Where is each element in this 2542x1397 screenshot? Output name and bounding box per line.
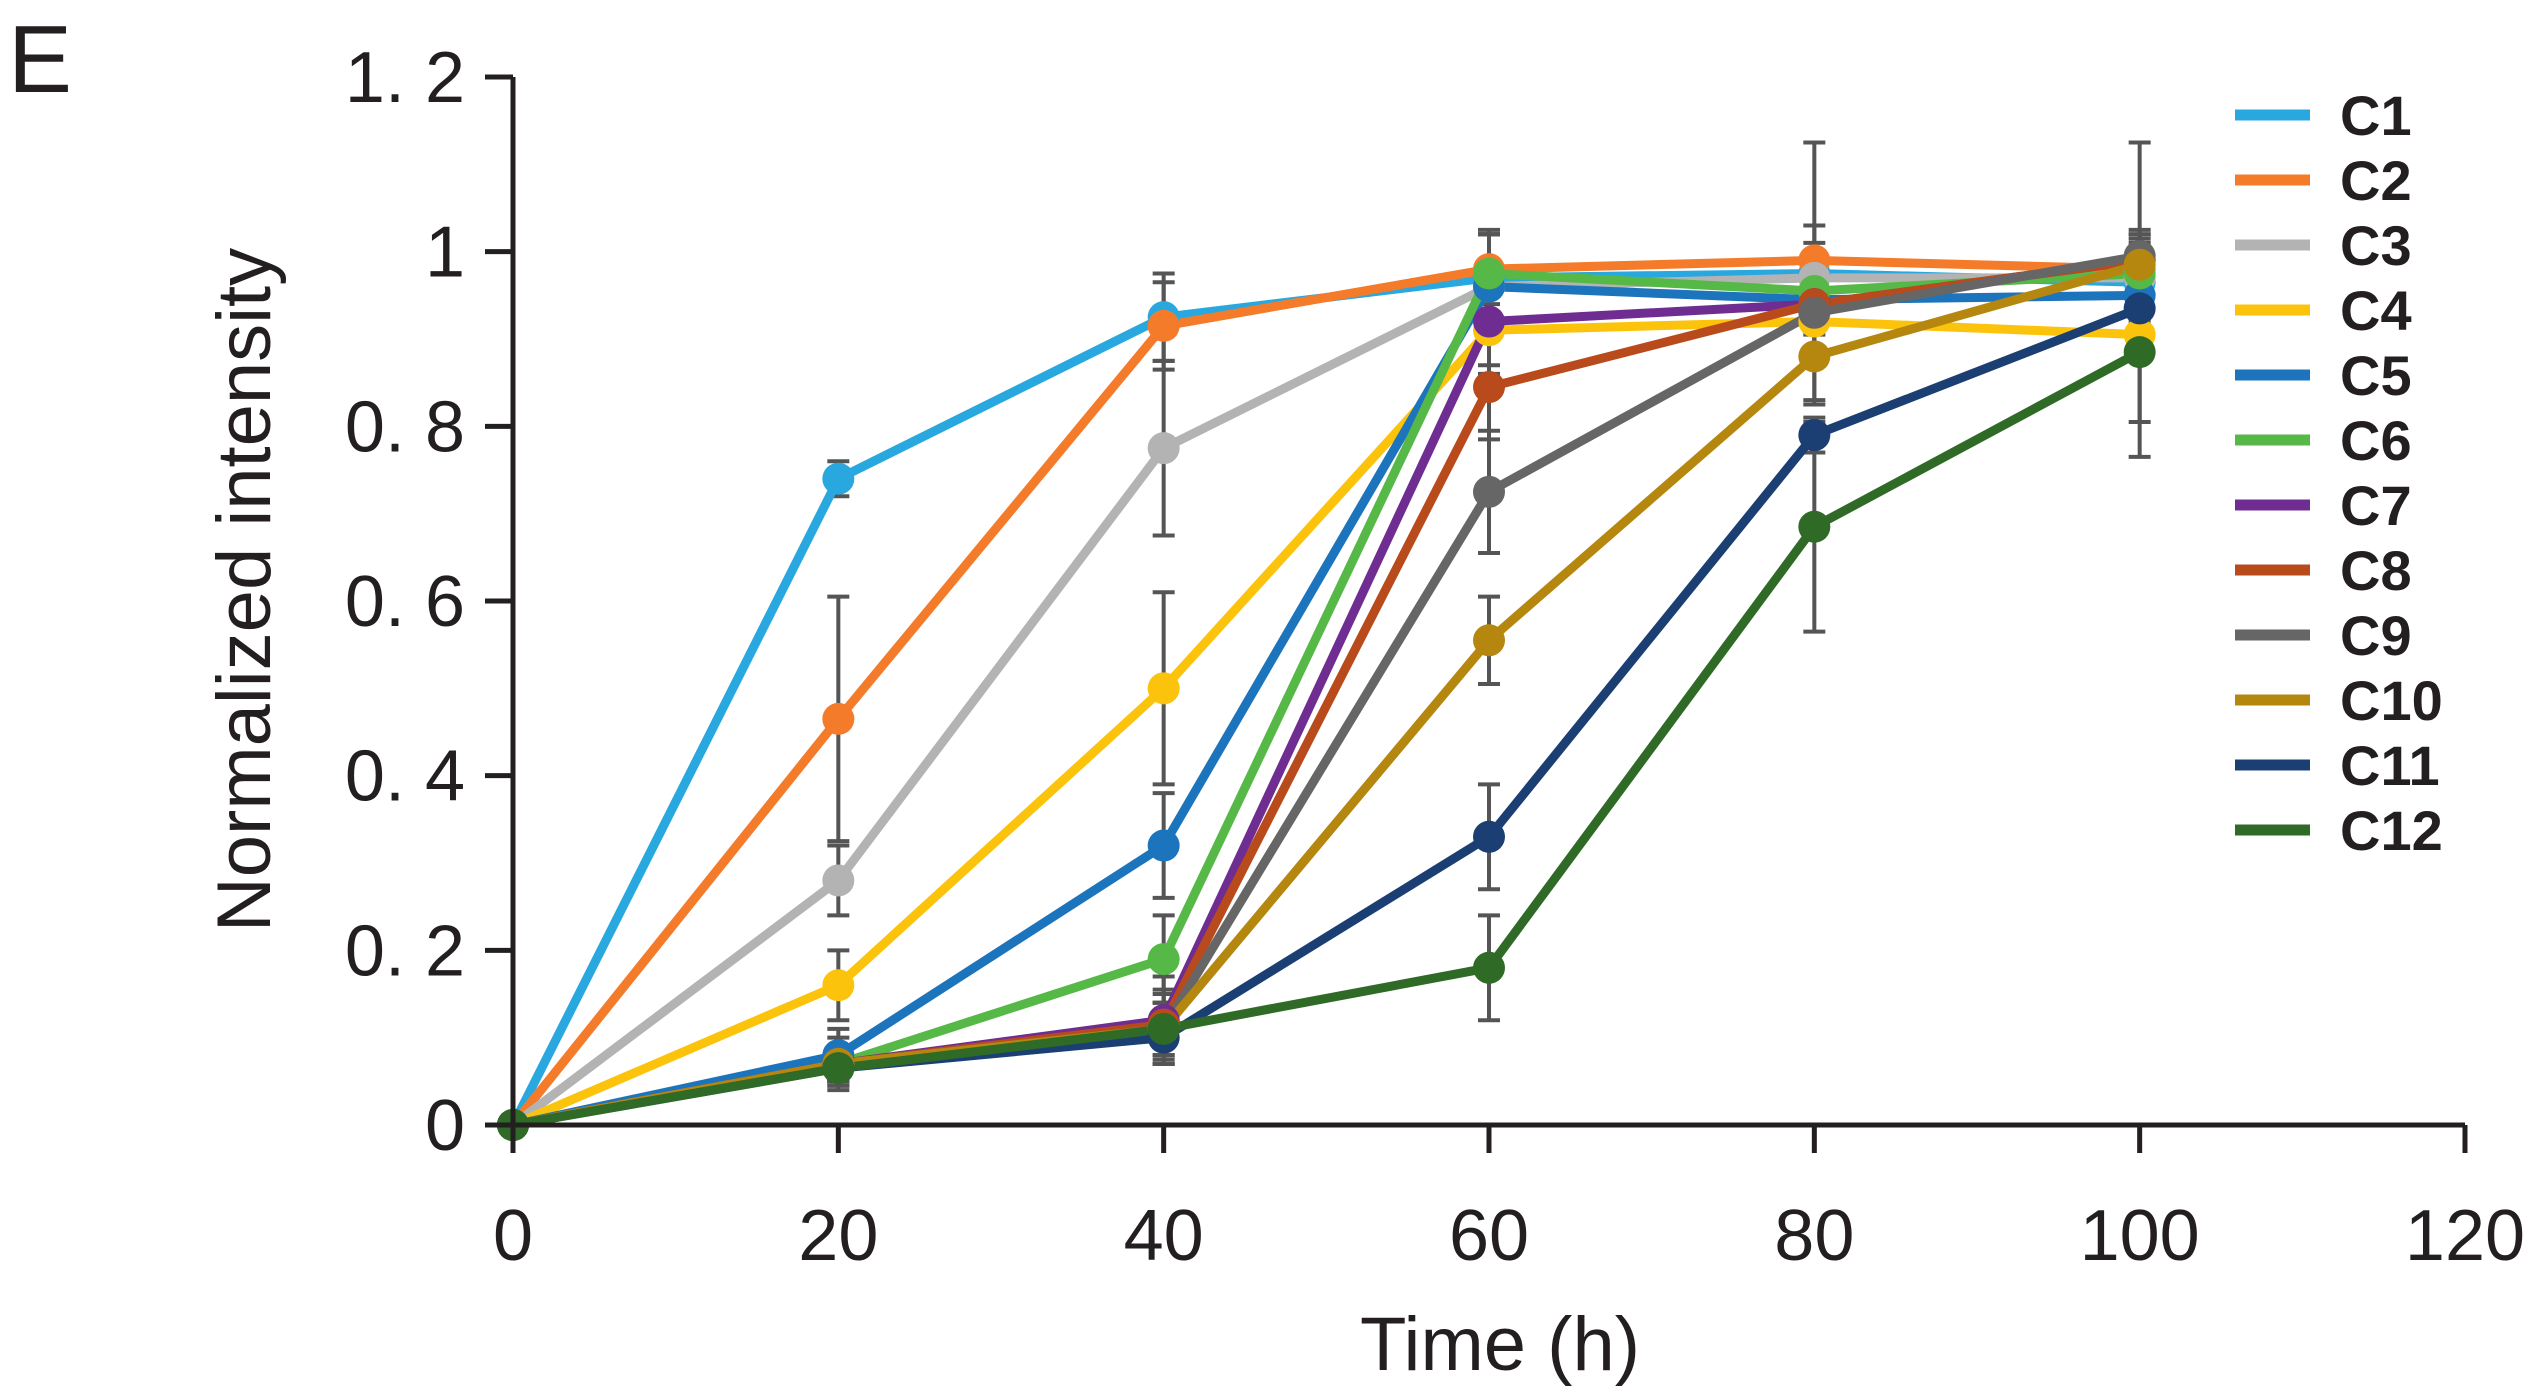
series-line-c2	[508, 255, 2145, 1130]
panel-letter: E	[8, 6, 72, 113]
x-tick-label: 40	[1124, 1196, 1204, 1276]
y-tick-label: 0. 4	[345, 737, 465, 817]
series-line-c4	[508, 317, 2145, 1130]
legend-label-c4: C4	[2340, 279, 2412, 342]
legend-label-c7: C7	[2340, 474, 2412, 537]
x-tick-label: 120	[2405, 1196, 2525, 1276]
data-point-c4	[822, 969, 855, 1002]
series-points	[497, 240, 2156, 1141]
data-point-c11	[2123, 292, 2156, 325]
data-point-c2	[822, 702, 855, 735]
x-tick-label: 0	[493, 1196, 533, 1276]
y-tick-label: 1	[425, 213, 465, 293]
data-point-c3	[822, 864, 855, 897]
data-point-c11	[1473, 820, 1505, 853]
legend-label-c5: C5	[2340, 344, 2412, 407]
data-point-c10	[2123, 248, 2156, 281]
data-point-c5	[1147, 829, 1180, 862]
y-tick-label: 0. 8	[345, 387, 465, 467]
data-point-c9	[1798, 296, 1831, 329]
data-point-c11	[1798, 419, 1831, 452]
series-line-c12	[508, 347, 2145, 1130]
data-point-c12	[1798, 510, 1831, 543]
data-point-c1	[822, 462, 855, 495]
legend-label-c1: C1	[2340, 84, 2412, 147]
y-ticks: 0 0. 2 0. 4 0. 6 0. 8 1 1. 2	[345, 38, 513, 1166]
data-point-c6	[1473, 257, 1505, 290]
data-point-c8	[1473, 371, 1505, 404]
y-tick-label: 1. 2	[345, 38, 465, 118]
data-point-c12	[2123, 336, 2156, 369]
data-point-c12	[1473, 951, 1505, 984]
legend-label-c10: C10	[2340, 669, 2443, 732]
data-point-c10	[1798, 340, 1831, 373]
x-tick-label: 20	[798, 1196, 878, 1276]
data-point-c2	[1147, 309, 1180, 342]
legend-label-c3: C3	[2340, 214, 2412, 277]
legend-label-c12: C12	[2340, 799, 2443, 862]
data-point-c12	[822, 1052, 855, 1085]
legend-label-c8: C8	[2340, 539, 2412, 602]
series-lines	[508, 251, 2145, 1130]
y-tick-label: 0. 2	[345, 911, 465, 991]
y-tick-label: 0	[425, 1086, 465, 1166]
x-tick-label: 60	[1449, 1196, 1529, 1276]
data-point-c9	[1473, 475, 1505, 508]
x-axis-title: Time (h)	[1360, 1302, 1640, 1387]
legend-label-c11: C11	[2340, 734, 2440, 797]
series-line-c3	[508, 273, 2145, 1130]
y-tick-label: 0. 6	[345, 562, 465, 642]
legend-label-c6: C6	[2340, 409, 2412, 472]
data-point-c3	[1147, 432, 1180, 465]
data-point-c4	[1147, 672, 1180, 705]
x-tick-label: 80	[1774, 1196, 1854, 1276]
x-ticks: 0 20 40 60 80 100 120	[493, 1125, 2525, 1276]
legend-label-c9: C9	[2340, 604, 2412, 667]
x-tick-label: 100	[2080, 1196, 2200, 1276]
legend-label-c2: C2	[2340, 149, 2412, 212]
data-point-c12	[1147, 1012, 1180, 1045]
data-point-c10	[1473, 624, 1505, 657]
y-axis-title: Normalized intensity	[202, 248, 287, 932]
data-point-c6	[1147, 943, 1180, 976]
data-point-c7	[1473, 305, 1505, 338]
